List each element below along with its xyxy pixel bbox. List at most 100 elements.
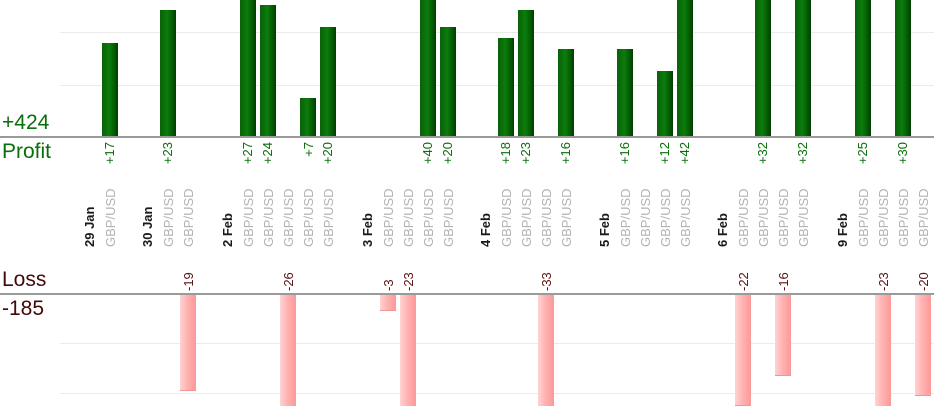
symbol-label: GBP/USD — [875, 188, 891, 247]
date-label: 29 Jan — [81, 206, 97, 247]
symbol-label: GBP/USD — [260, 188, 276, 247]
symbol-label: GBP/USD — [518, 188, 534, 247]
profit-value-label: +7 — [300, 142, 316, 157]
profit-value-label: +32 — [795, 142, 811, 165]
profit-bar — [320, 27, 336, 137]
loss-bar — [775, 295, 791, 376]
profit-value-label: +23 — [160, 142, 176, 165]
date-label: 6 Feb — [714, 213, 730, 247]
profit-bar — [420, 0, 436, 137]
symbol-label: GBP/USD — [400, 188, 416, 247]
date-label: 9 Feb — [834, 213, 850, 247]
profit-bar — [160, 10, 176, 137]
symbol-label: GBP/USD — [180, 188, 196, 247]
profit-bar — [498, 38, 514, 137]
loss-value-label: -33 — [538, 272, 554, 291]
symbol-label: GBP/USD — [380, 188, 396, 247]
loss-bar — [180, 295, 196, 391]
profit-bar — [240, 0, 256, 137]
profit-value-label: +40 — [420, 142, 436, 165]
profit-bar — [755, 0, 771, 137]
profit-value-label: +20 — [440, 142, 456, 165]
profit-value-label: +25 — [855, 142, 871, 165]
symbol-label: GBP/USD — [160, 188, 176, 247]
loss-value-label: -26 — [280, 272, 296, 291]
date-label: 4 Feb — [477, 213, 493, 247]
symbol-label: GBP/USD — [102, 188, 118, 247]
profit-axis-line — [0, 136, 934, 138]
symbol-label: GBP/USD — [617, 188, 633, 247]
symbol-label: GBP/USD — [895, 188, 911, 247]
profit-value-label: +20 — [320, 142, 336, 165]
loss-plot-area — [0, 295, 934, 406]
loss-value-label: -20 — [915, 272, 931, 291]
profit-value-label: +30 — [895, 142, 911, 165]
profit-bar — [102, 43, 118, 137]
loss-axis-line — [0, 293, 934, 295]
loss-total-label: -185 — [2, 297, 45, 320]
loss-bar — [875, 295, 891, 406]
profit-value-label: +16 — [558, 142, 574, 165]
loss-bar — [280, 295, 296, 406]
loss-gridline — [60, 393, 934, 394]
profit-bar — [795, 0, 811, 137]
profit-value-label: +27 — [240, 142, 256, 165]
symbol-label: GBP/USD — [300, 188, 316, 247]
loss-value-label: -3 — [380, 279, 396, 291]
symbol-label: GBP/USD — [855, 188, 871, 247]
date-label: 30 Jan — [139, 206, 155, 247]
loss-bar — [380, 295, 396, 311]
loss-axis-label: Loss — [2, 268, 47, 291]
symbol-label: GBP/USD — [420, 188, 436, 247]
profit-value-label: +18 — [498, 142, 514, 165]
symbol-label: GBP/USD — [775, 188, 791, 247]
loss-value-label: -23 — [875, 272, 891, 291]
profit-value-label: +24 — [260, 142, 276, 165]
symbol-label: GBP/USD — [637, 188, 653, 247]
symbol-label: GBP/USD — [755, 188, 771, 247]
symbol-label: GBP/USD — [280, 188, 296, 247]
symbol-label: GBP/USD — [795, 188, 811, 247]
symbol-label: GBP/USD — [558, 188, 574, 247]
loss-value-label: -16 — [775, 272, 791, 291]
profit-value-label: +16 — [617, 142, 633, 165]
profit-total-label: +424 — [2, 111, 50, 134]
symbol-label: GBP/USD — [657, 188, 673, 247]
profit-bar — [440, 27, 456, 137]
loss-bar — [915, 295, 931, 396]
loss-bar — [735, 295, 751, 406]
profit-axis-label: Profit — [2, 140, 52, 163]
profit-bar — [300, 98, 316, 137]
profit-value-label: +17 — [102, 142, 118, 165]
loss-value-label: -23 — [400, 272, 416, 291]
profit-value-label: +32 — [755, 142, 771, 165]
profit-bar — [617, 49, 633, 137]
symbol-label: GBP/USD — [915, 188, 931, 247]
profit-gridline — [60, 85, 934, 86]
profit-value-label: +42 — [677, 142, 693, 165]
symbol-label: GBP/USD — [320, 188, 336, 247]
loss-value-label: -22 — [735, 272, 751, 291]
symbol-label: GBP/USD — [498, 188, 514, 247]
symbol-label: GBP/USD — [538, 188, 554, 247]
date-label: 2 Feb — [219, 213, 235, 247]
symbol-label: GBP/USD — [240, 188, 256, 247]
profit-gridline — [60, 32, 934, 33]
loss-bar — [538, 295, 554, 406]
profit-bar — [895, 0, 911, 137]
profit-bar — [855, 0, 871, 137]
profit-bar — [260, 5, 276, 137]
symbol-label: GBP/USD — [440, 188, 456, 247]
loss-value-label: -19 — [180, 272, 196, 291]
profit-bar — [518, 10, 534, 137]
profit-value-label: +12 — [657, 142, 673, 165]
loss-bar — [400, 295, 416, 406]
profit-plot-area — [0, 0, 934, 137]
symbol-label: GBP/USD — [677, 188, 693, 247]
profit-bar — [558, 49, 574, 137]
profit-value-label: +23 — [518, 142, 534, 165]
date-label: 3 Feb — [359, 213, 375, 247]
loss-gridline — [60, 343, 934, 344]
profit-bar — [657, 71, 673, 137]
